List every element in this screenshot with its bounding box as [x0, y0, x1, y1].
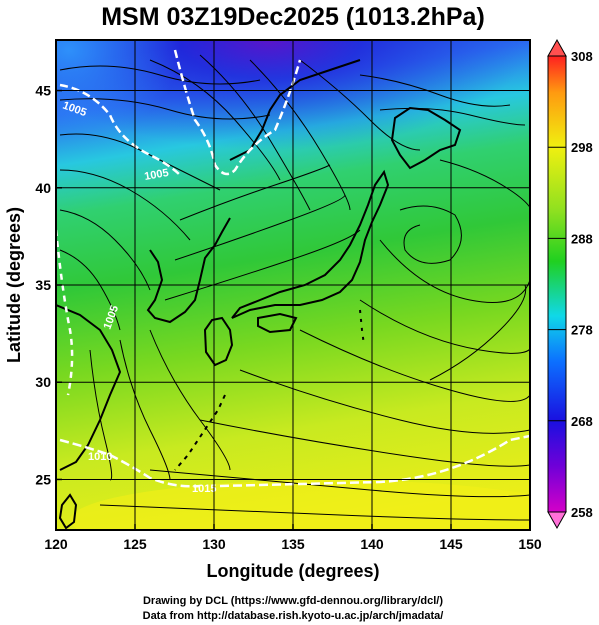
isobar-1010	[59, 438, 201, 488]
coastline-ryukyu	[174, 394, 226, 471]
colorbar: 258 268 278 288 298 308	[547, 38, 593, 530]
colorbar-tick-label: 288	[571, 231, 593, 246]
coastline-taiwan	[58, 493, 78, 530]
x-tick-label: 150	[518, 536, 542, 552]
isobar-1015	[219, 434, 530, 488]
colorbar-tick-label: 308	[571, 49, 593, 64]
streamlines	[59, 54, 530, 521]
y-axis-ticks: 25 30 35 40 45	[35, 83, 62, 487]
contour-label: 1005	[143, 167, 169, 183]
cold-air-region-west	[56, 40, 306, 240]
credit-data-source: Data from http://database.rish.kyoto-u.a…	[143, 610, 444, 622]
y-tick-label: 45	[35, 83, 51, 99]
isobar-1005-north	[59, 83, 181, 176]
isobar-contours	[56, 49, 530, 488]
x-tick-label: 135	[281, 536, 305, 552]
colorbar-gradient	[547, 55, 567, 513]
x-tick-label: 145	[439, 536, 463, 552]
y-tick-label: 35	[35, 277, 51, 293]
y-tick-label: 25	[35, 471, 51, 487]
colorbar-ticks: 258 268 278 288 298 308	[548, 49, 593, 520]
credit-dcl: Drawing by DCL (https://www.gfd-dennou.o…	[143, 595, 443, 607]
contour-label: 1015	[192, 483, 216, 495]
coastline-china-coast	[56, 304, 122, 471]
y-tick-label: 40	[35, 180, 51, 196]
x-axis-label: Longitude (degrees)	[206, 561, 379, 581]
colorbar-tick-label: 298	[571, 140, 593, 155]
coastline-hokkaido	[390, 106, 462, 170]
colorbar-tick-label: 268	[571, 414, 593, 429]
coastline-izu-islands	[359, 309, 365, 346]
x-tick-label: 125	[123, 536, 147, 552]
colorbar-top-arrow	[547, 38, 567, 57]
y-tick-label: 30	[35, 374, 51, 390]
x-axis-ticks: 120 125 130 135 140 145 150	[44, 524, 542, 552]
coastline-kyushu	[203, 316, 234, 367]
colorbar-bottom-arrow	[547, 511, 567, 530]
isobar-1005-east	[173, 49, 302, 176]
x-tick-label: 140	[360, 536, 384, 552]
x-tick-label: 120	[44, 536, 68, 552]
contour-label: 1010	[88, 451, 112, 463]
coastline-shikoku	[257, 312, 298, 334]
lat-lon-grid	[56, 40, 530, 530]
y-axis-label: Latitude (degrees)	[4, 207, 24, 363]
map-title: MSM 03Z19Dec2025 (1013.2hPa)	[101, 3, 485, 31]
colorbar-tick-label: 258	[571, 505, 593, 520]
x-tick-label: 130	[202, 536, 226, 552]
isobar-1005-west	[56, 229, 74, 396]
contour-labels: 1005 1005 1005 1010 1015	[61, 100, 217, 495]
colorbar-tick-label: 278	[571, 323, 593, 338]
plot-area: 1005 1005 1005 1010 1015	[56, 40, 530, 530]
coastline-honshu	[231, 169, 390, 319]
